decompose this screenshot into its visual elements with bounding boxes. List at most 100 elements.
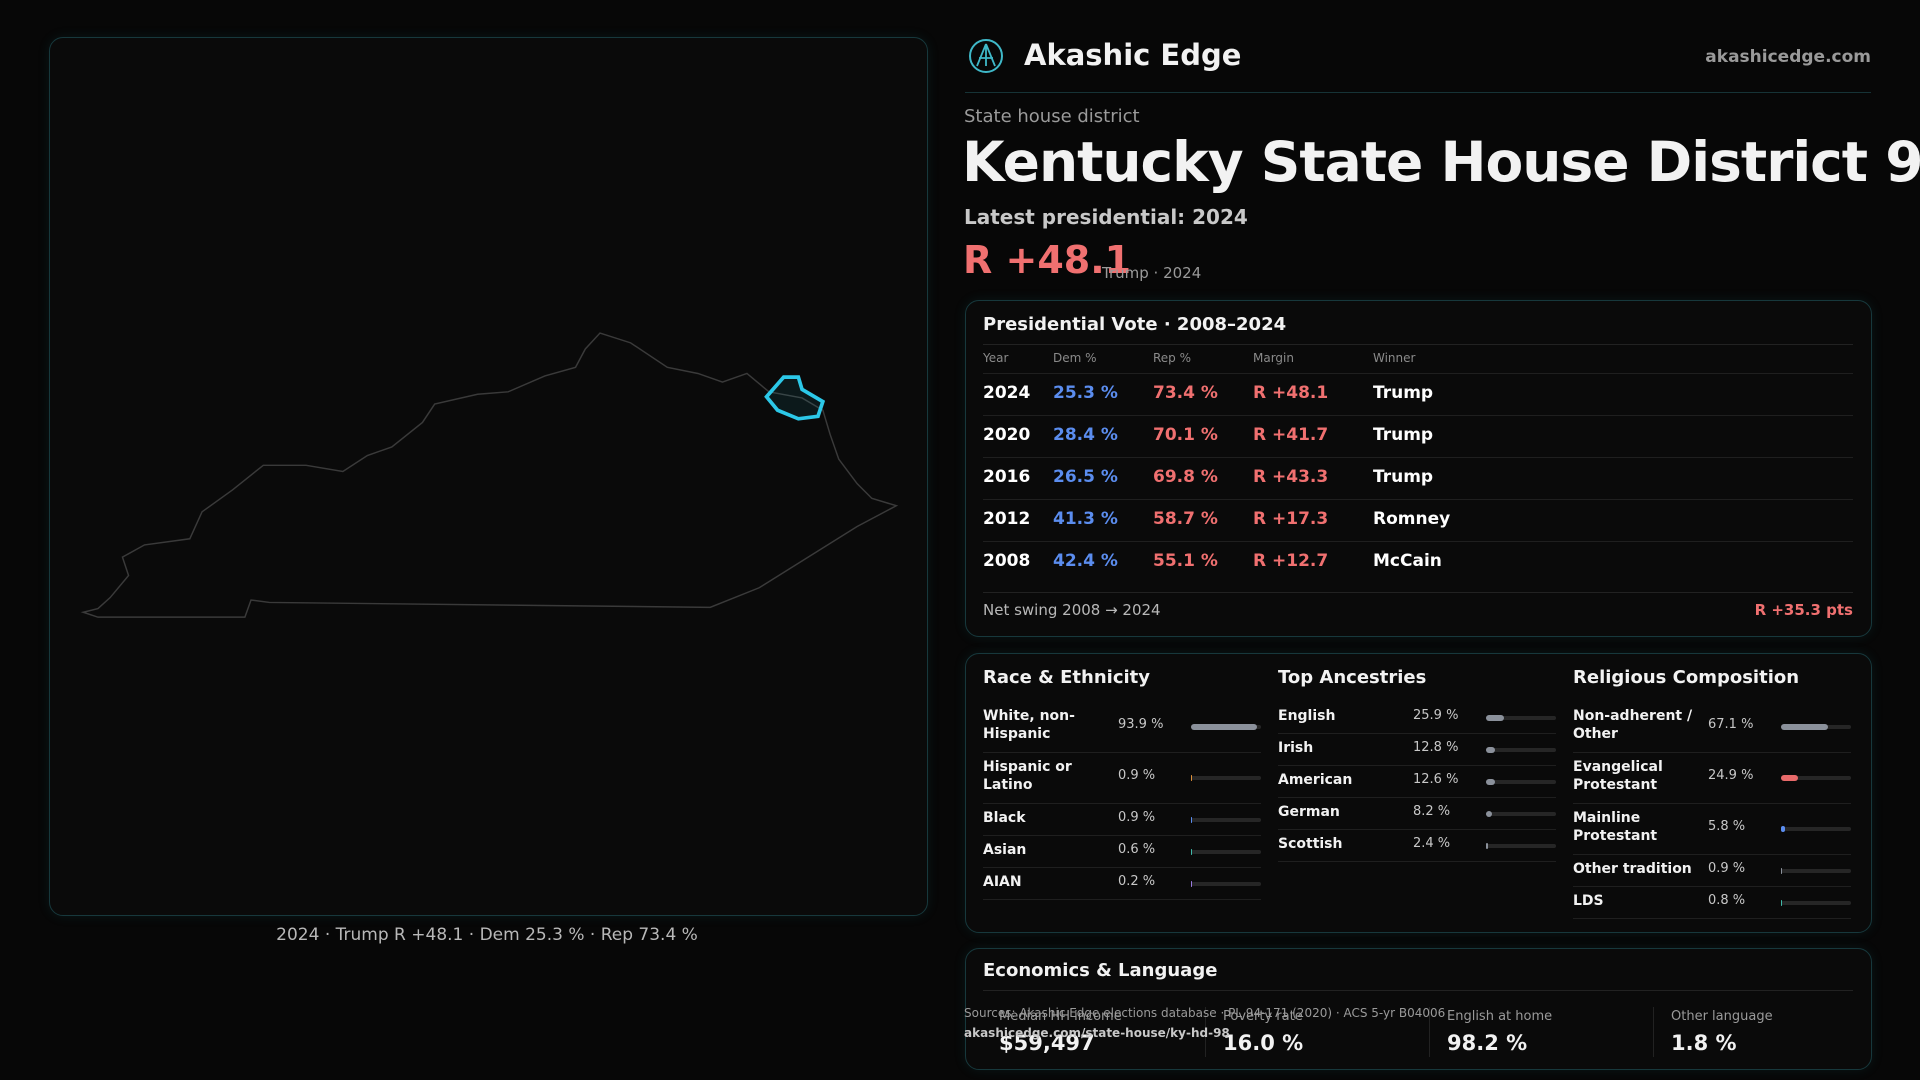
row-divider	[983, 499, 1853, 500]
metric-value: 16.0 %	[1223, 1031, 1304, 1055]
table-cell: R +17.3	[1253, 509, 1329, 529]
bar	[1191, 775, 1192, 781]
row-divider	[983, 415, 1853, 416]
table-cell: 28.4 %	[1053, 425, 1118, 445]
bar	[1781, 724, 1828, 730]
table-cell: 25.3 %	[1053, 383, 1118, 403]
brand-url[interactable]: akashicedge.com	[1705, 47, 1871, 67]
row-divider	[983, 541, 1853, 542]
column-header: Year	[983, 351, 1009, 365]
bar	[1486, 843, 1488, 849]
row-divider	[1573, 752, 1851, 753]
table-cell: Trump	[1373, 383, 1434, 403]
bar-track	[1191, 850, 1261, 854]
column-header: Margin	[1253, 351, 1294, 365]
presidential-card: Presidential Vote · 2008–2024 Year Dem % R…	[965, 300, 1872, 637]
row-value: 0.9 %	[1118, 768, 1156, 783]
kicker: State house district	[964, 106, 1140, 127]
card-title: Economics & Language	[983, 960, 1218, 981]
row-label: Hispanic or Latino	[983, 759, 1072, 793]
latest-label: Latest presidential: 2024	[964, 205, 1248, 229]
row-value: 5.8 %	[1708, 819, 1746, 834]
bar	[1486, 747, 1495, 753]
page-title: Kentucky State House District 98	[962, 130, 1920, 194]
column-header: Dem %	[1053, 351, 1097, 365]
table-cell: 70.1 %	[1153, 425, 1218, 445]
table-cell: 69.8 %	[1153, 467, 1218, 487]
divider	[983, 990, 1853, 991]
table-cell: R +48.1	[1253, 383, 1329, 403]
metric-label: Median HH income	[999, 1009, 1122, 1024]
bar-track	[1781, 901, 1851, 905]
row-divider	[1573, 803, 1851, 804]
bar	[1781, 775, 1799, 781]
bar-track	[1781, 776, 1851, 780]
row-value: 24.9 %	[1708, 768, 1754, 783]
brand-name: Akashic Edge	[1024, 38, 1242, 72]
bar-track	[1486, 748, 1556, 752]
row-label: Other tradition	[1573, 861, 1692, 877]
row-label: White, non-Hispanic	[983, 708, 1075, 742]
logo	[969, 39, 1003, 73]
bar-track	[1486, 812, 1556, 816]
row-value: 0.2 %	[1118, 874, 1156, 889]
row-label: Scottish	[1278, 836, 1343, 852]
row-label: Mainline Protestant	[1573, 810, 1658, 844]
header-divider	[965, 92, 1871, 93]
row-divider	[983, 752, 1261, 753]
row-value: 0.6 %	[1118, 842, 1156, 857]
bar	[1486, 811, 1492, 817]
map-panel	[49, 37, 928, 916]
table-cell: 73.4 %	[1153, 383, 1218, 403]
table-cell: Romney	[1373, 509, 1451, 529]
bar	[1486, 715, 1505, 721]
row-divider	[1278, 797, 1556, 798]
table-cell: 41.3 %	[1053, 509, 1118, 529]
row-divider	[1278, 829, 1556, 830]
bar	[1191, 817, 1192, 823]
table-cell: 55.1 %	[1153, 551, 1218, 571]
table-cell: McCain	[1373, 551, 1442, 571]
section-title: Religious Composition	[1573, 667, 1800, 688]
table-cell: 2024	[983, 383, 1031, 403]
card-title: Presidential Vote · 2008–2024	[983, 314, 1287, 335]
divider	[983, 592, 1853, 593]
row-value: 12.6 %	[1413, 772, 1459, 787]
row-divider	[983, 899, 1261, 900]
table-cell: 58.7 %	[1153, 509, 1218, 529]
bar	[1781, 900, 1782, 906]
table-cell: 2008	[983, 551, 1031, 571]
row-label: Black	[983, 810, 1026, 826]
row-label: AIAN	[983, 874, 1022, 890]
margin-note: Trump · 2024	[1102, 264, 1202, 282]
table-cell: R +41.7	[1253, 425, 1329, 445]
metric-value: 98.2 %	[1447, 1031, 1528, 1055]
row-divider	[983, 457, 1853, 458]
row-value: 67.1 %	[1708, 717, 1754, 732]
table-cell: 26.5 %	[1053, 467, 1118, 487]
row-label: Asian	[983, 842, 1027, 858]
row-divider	[983, 803, 1261, 804]
section-title: Top Ancestries	[1278, 667, 1427, 688]
bar-track	[1486, 716, 1556, 720]
swing-value: R +35.3 pts	[1754, 601, 1853, 619]
bar	[1191, 849, 1192, 855]
table-cell: 2012	[983, 509, 1031, 529]
metric-value: $59,497	[999, 1031, 1095, 1055]
swing-label: Net swing 2008 → 2024	[983, 601, 1161, 619]
row-value: 12.8 %	[1413, 740, 1459, 755]
section-title: Race & Ethnicity	[983, 667, 1150, 688]
divider	[1653, 1007, 1654, 1057]
table-cell: Trump	[1373, 425, 1434, 445]
table-cell: 2016	[983, 467, 1031, 487]
row-label: LDS	[1573, 893, 1604, 909]
source-url[interactable]: akashicedge.com/state-house/ky-hd-98	[964, 1026, 1230, 1040]
column-header: Rep %	[1153, 351, 1192, 365]
divider	[1205, 1007, 1206, 1057]
row-divider	[983, 835, 1261, 836]
row-divider	[1573, 854, 1851, 855]
row-divider	[1278, 765, 1556, 766]
bar	[1781, 868, 1782, 874]
sources: Sources: Akashic Edge elections database…	[964, 1006, 1446, 1020]
row-divider	[1573, 886, 1851, 887]
